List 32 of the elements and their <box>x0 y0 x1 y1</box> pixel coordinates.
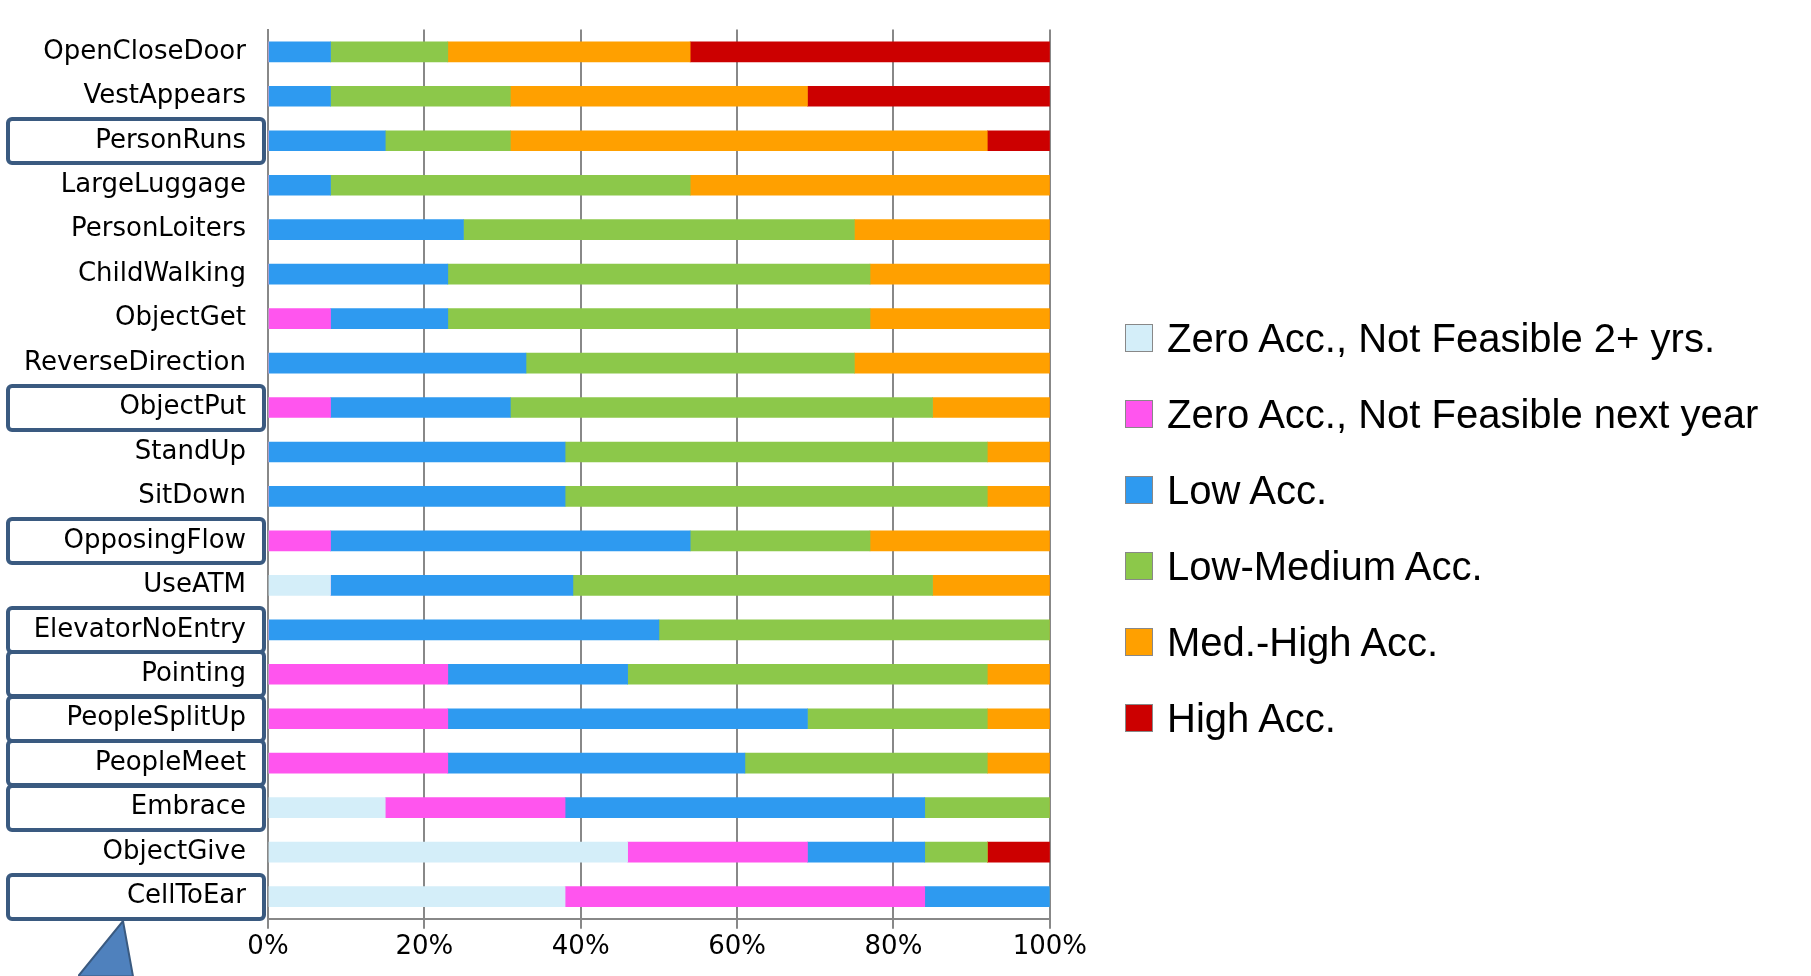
x-tick-label: 0% <box>247 930 289 961</box>
y-tick-label: ObjectPut <box>119 390 246 421</box>
x-tick-label: 80% <box>864 930 923 961</box>
y-tick-label: OpenCloseDoor <box>43 34 247 65</box>
y-tick-label: UseATM <box>143 568 246 599</box>
y-tick-label: OpposingFlow <box>63 523 246 554</box>
x-tick-label: 100% <box>1012 930 1088 961</box>
y-tick-label: ChildWalking <box>77 256 246 287</box>
y-tick-label: Embrace <box>130 790 246 821</box>
y-tick-label: StandUp <box>134 434 246 465</box>
legend-label: Low Acc. <box>1167 467 1328 513</box>
x-tick-label: 40% <box>551 930 610 961</box>
x-tick-label: 60% <box>708 930 766 961</box>
y-tick-label: ObjectGive <box>102 834 246 865</box>
legend-label: High Acc. <box>1167 695 1336 741</box>
x-tick-label: 20% <box>395 930 454 961</box>
y-tick-label: VestAppears <box>83 79 246 110</box>
y-tick-label: PersonRuns <box>95 123 246 154</box>
y-tick-label: ObjectGet <box>114 301 246 332</box>
legend-label: Low-Medium Acc. <box>1167 543 1483 589</box>
legend-label: Med.-High Acc. <box>1167 619 1439 665</box>
y-tick-label: ElevatorNoEntry <box>33 612 246 643</box>
y-tick-label: ReverseDirection <box>24 345 246 376</box>
legend-label: Zero Acc., Not Feasible 2+ yrs. <box>1167 315 1715 361</box>
y-tick-label: CellToEar <box>126 879 247 910</box>
y-tick-label: PeopleMeet <box>94 745 246 776</box>
y-tick-label: PeopleSplitUp <box>66 701 246 732</box>
y-tick-label: SitDown <box>138 479 246 510</box>
y-tick-label: LargeLuggage <box>60 167 246 198</box>
y-tick-label: Pointing <box>141 657 246 688</box>
y-tick-label: PersonLoiters <box>71 212 246 243</box>
legend-label: Zero Acc., Not Feasible next year <box>1167 391 1759 437</box>
